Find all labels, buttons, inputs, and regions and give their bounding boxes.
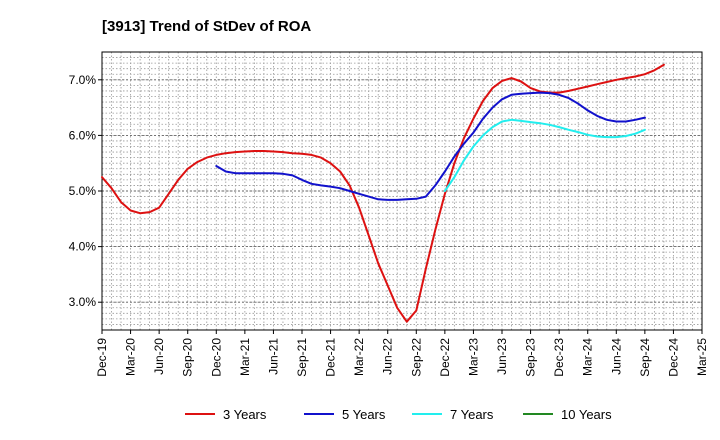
legend-label-5-years: 5 Years <box>342 407 386 422</box>
x-tick-label: Jun-24 <box>609 338 623 375</box>
x-tick-label: Mar-25 <box>695 338 709 376</box>
grid <box>102 51 702 330</box>
x-tick-label: Sep-20 <box>181 338 195 377</box>
legend-label-3-years: 3 Years <box>223 407 267 422</box>
y-axis: 3.0% 4.0% 5.0% 6.0% 7.0% <box>69 73 102 309</box>
y-tick-label: 7.0% <box>69 73 97 87</box>
legend: 3 Years 5 Years 7 Years 10 Years <box>185 407 612 422</box>
x-tick-label: Sep-22 <box>409 338 423 377</box>
x-tick-label: Dec-20 <box>209 338 223 377</box>
x-tick-label: Jun-21 <box>266 338 280 375</box>
y-tick-label: 3.0% <box>69 295 97 309</box>
x-tick-label: Dec-21 <box>324 338 338 377</box>
x-tick-label: Sep-24 <box>638 338 652 377</box>
x-tick-label: Jun-22 <box>381 338 395 375</box>
y-tick-label: 5.0% <box>69 184 97 198</box>
y-tick-label: 6.0% <box>69 128 97 142</box>
legend-label-10-years: 10 Years <box>561 407 612 422</box>
x-tick-label: Dec-24 <box>666 338 680 377</box>
chart-title: [3913] Trend of StDev of ROA <box>102 18 311 35</box>
x-axis: Dec-19 Mar-20 Jun-20 Sep-20 Dec-20 Mar-21 Jun-… <box>95 330 709 377</box>
x-tick-label: Mar-20 <box>124 338 138 376</box>
x-tick-label: Jun-23 <box>495 338 509 375</box>
x-tick-label: Dec-23 <box>552 338 566 377</box>
series-line-5-years <box>215 91 646 201</box>
x-tick-label: Mar-24 <box>581 338 595 376</box>
x-tick-label: Dec-22 <box>438 338 452 377</box>
x-tick-label: Mar-21 <box>238 338 252 376</box>
x-tick-label: Sep-23 <box>524 338 538 377</box>
x-tick-label: Dec-19 <box>95 338 109 377</box>
series-lines <box>101 63 665 323</box>
series-line-7-years <box>443 118 646 192</box>
x-tick-label: Jun-20 <box>152 338 166 375</box>
legend-label-7-years: 7 Years <box>450 407 494 422</box>
series-line-3-years <box>101 63 665 323</box>
x-tick-label: Mar-22 <box>352 338 366 376</box>
x-tick-label: Sep-21 <box>295 338 309 377</box>
x-tick-label: Mar-23 <box>466 338 480 376</box>
y-tick-label: 4.0% <box>69 240 97 254</box>
